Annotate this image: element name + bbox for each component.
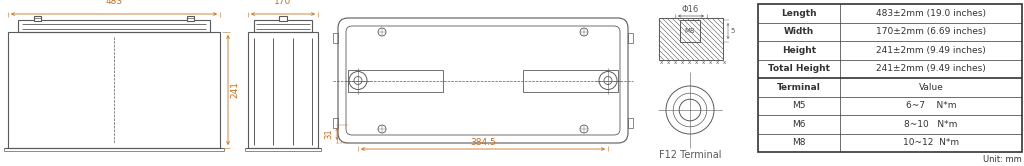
Text: x: x xyxy=(659,60,663,66)
Text: Terminal: Terminal xyxy=(777,83,821,92)
Text: x: x xyxy=(722,60,726,66)
Text: Width: Width xyxy=(784,27,814,36)
Text: 5: 5 xyxy=(730,28,734,34)
Text: 384.5: 384.5 xyxy=(470,138,496,147)
Text: x: x xyxy=(709,60,712,66)
Bar xyxy=(680,20,700,42)
Bar xyxy=(34,16,41,21)
Text: 6~7    N*m: 6~7 N*m xyxy=(906,101,956,110)
Text: 170±2mm (6.69 inches): 170±2mm (6.69 inches) xyxy=(876,27,986,36)
Text: x: x xyxy=(680,60,684,66)
Text: 8~10   N*m: 8~10 N*m xyxy=(904,120,957,129)
Text: 31: 31 xyxy=(324,129,333,139)
Bar xyxy=(628,33,633,43)
Text: M6: M6 xyxy=(793,120,806,129)
Bar xyxy=(8,32,220,148)
Bar xyxy=(279,16,287,21)
Text: 10~12  N*m: 10~12 N*m xyxy=(903,138,959,147)
Text: Value: Value xyxy=(919,83,943,92)
Bar xyxy=(254,20,312,32)
Bar xyxy=(758,4,1022,152)
Text: 483±2mm (19.0 inches): 483±2mm (19.0 inches) xyxy=(876,9,986,18)
Text: M8: M8 xyxy=(685,28,695,34)
Text: x: x xyxy=(674,60,677,66)
Text: M8: M8 xyxy=(793,138,806,147)
Circle shape xyxy=(599,72,617,89)
Text: Length: Length xyxy=(781,9,817,18)
Text: 241: 241 xyxy=(230,82,239,98)
Circle shape xyxy=(349,72,367,89)
Text: 241±2mm (9.49 inches): 241±2mm (9.49 inches) xyxy=(877,46,986,55)
Bar xyxy=(187,16,194,21)
Bar xyxy=(348,70,443,91)
Text: Height: Height xyxy=(782,46,816,55)
Text: F12 Terminal: F12 Terminal xyxy=(658,150,721,160)
Text: x: x xyxy=(694,60,697,66)
Text: M5: M5 xyxy=(793,101,806,110)
Text: x: x xyxy=(687,60,690,66)
Bar xyxy=(628,118,633,128)
Bar xyxy=(18,20,210,32)
Bar xyxy=(333,118,338,128)
Bar xyxy=(523,70,618,91)
Text: x: x xyxy=(667,60,670,66)
Text: Φ16: Φ16 xyxy=(681,5,698,14)
Text: 170: 170 xyxy=(274,0,292,6)
Text: 483: 483 xyxy=(105,0,123,6)
Bar xyxy=(659,18,723,60)
Bar xyxy=(248,32,318,148)
Bar xyxy=(333,33,338,43)
Text: Total Height: Total Height xyxy=(768,64,830,73)
Text: Unit: mm: Unit: mm xyxy=(983,155,1022,164)
Text: 241±2mm (9.49 inches): 241±2mm (9.49 inches) xyxy=(877,64,986,73)
Text: x: x xyxy=(716,60,719,66)
Text: x: x xyxy=(701,60,705,66)
